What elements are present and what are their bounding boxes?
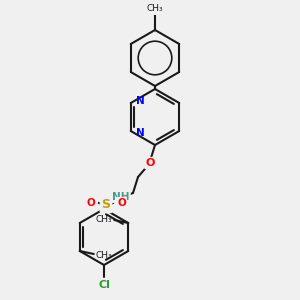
- Text: S: S: [101, 199, 110, 212]
- Text: O: O: [145, 158, 155, 168]
- Text: Cl: Cl: [98, 280, 110, 290]
- Text: N: N: [136, 96, 145, 106]
- Text: O: O: [86, 198, 95, 208]
- Text: CH₃: CH₃: [96, 214, 112, 224]
- Text: N: N: [136, 128, 145, 138]
- Text: O: O: [117, 198, 126, 208]
- Text: NH: NH: [112, 192, 130, 202]
- Text: CH₃: CH₃: [96, 250, 112, 260]
- Text: CH₃: CH₃: [147, 4, 163, 13]
